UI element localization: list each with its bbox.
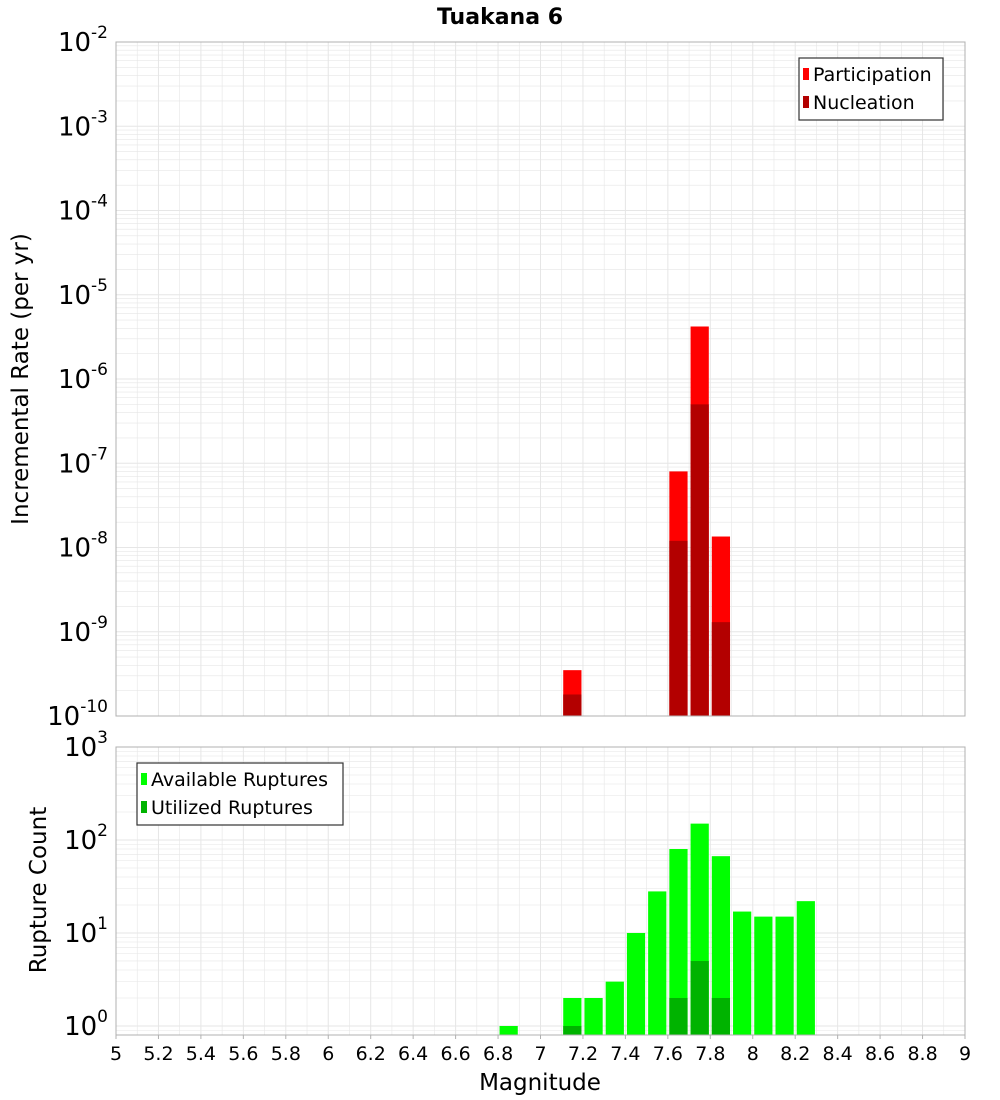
x-axis-label: Magnitude	[479, 1070, 601, 1096]
x-tick-label: 8.2	[780, 1043, 810, 1065]
bottom-y-tick-label: 102	[64, 821, 108, 856]
top-y-tick-label: 10-8	[58, 529, 108, 564]
top-plot-frame	[115, 41, 966, 717]
top-y-tick-label: 10-3	[58, 107, 108, 142]
top-series-1	[563, 404, 731, 716]
bottom-y-ticks: 100 101 102 103	[64, 728, 108, 1042]
bottom-bar-utilized	[690, 960, 709, 1035]
x-tick-label: 8	[747, 1043, 759, 1065]
top-bar-nucleation	[669, 540, 688, 716]
bottom-bar-utilized	[711, 997, 731, 1035]
x-tick-label: 6.4	[398, 1043, 428, 1065]
bottom-y-axis-label: Rupture Count	[26, 807, 52, 973]
bottom-legend: Available Ruptures Utilized Ruptures	[136, 762, 344, 826]
x-tick-label: 5	[110, 1043, 122, 1065]
top-legend-label: Participation	[813, 64, 932, 86]
bottom-legend-label: Utilized Ruptures	[151, 797, 313, 819]
x-tick-label: 8.4	[823, 1043, 853, 1065]
bottom-bar-available	[605, 981, 624, 1035]
top-y-ticks: 10-10 10-9 10-8 10-7 10-6 10-5 10-4 10-3 10-2	[47, 23, 108, 732]
x-tick-label: 7.6	[653, 1043, 683, 1065]
top-legend-label: Nucleation	[813, 92, 915, 114]
bottom-legend-label: Available Ruptures	[151, 769, 328, 791]
bottom-y-tick-label: 103	[64, 728, 108, 763]
x-tick-label: 6	[322, 1043, 334, 1065]
bottom-bar-utilized	[563, 1025, 582, 1035]
top-legend: Participation Nucleation	[798, 57, 944, 121]
top-legend-swatch	[803, 68, 809, 80]
bottom-bar-available	[733, 911, 752, 1035]
bottom-legend-swatch	[141, 773, 147, 785]
x-tick-label: 5.4	[186, 1043, 216, 1065]
bottom-bar-available	[669, 849, 688, 1035]
chart-title: Tuakana 6	[437, 5, 563, 30]
bottom-bar-available	[775, 916, 794, 1035]
x-tick-label: 8.8	[907, 1043, 937, 1065]
top-bar-nucleation	[563, 694, 582, 716]
x-tick-label: 6.2	[356, 1043, 386, 1065]
x-tick-label: 7	[534, 1043, 546, 1065]
top-y-axis-label: Incremental Rate (per yr)	[8, 233, 34, 525]
x-tick-label: 5.6	[228, 1043, 258, 1065]
x-ticks: 5 5.2 5.4 5.6 5.8 6 6.2 6.4 6.6 6.8 7 7.2 7.4 7.6 7.8 8…	[110, 1035, 971, 1065]
x-tick-label: 6.8	[483, 1043, 513, 1065]
top-bar-nucleation	[690, 404, 709, 716]
bottom-bar-available	[648, 891, 667, 1035]
bottom-bar-available	[626, 932, 646, 1035]
bottom-bar-available	[796, 901, 815, 1035]
bottom-legend-swatch	[141, 801, 147, 813]
top-y-tick-label: 10-2	[58, 23, 108, 58]
top-y-tick-label: 10-4	[58, 192, 108, 227]
bottom-legend-box	[136, 762, 344, 826]
bottom-bar-available	[499, 1025, 518, 1035]
bottom-series-1	[563, 960, 731, 1035]
x-tick-label: 5.8	[271, 1043, 301, 1065]
x-tick-label: 7.8	[695, 1043, 725, 1065]
top-y-tick-label: 10-9	[58, 613, 108, 648]
top-y-tick-label: 10-10	[47, 697, 108, 732]
bottom-y-tick-label: 101	[64, 914, 108, 949]
x-tick-label: 7.2	[568, 1043, 598, 1065]
top-bar-nucleation	[711, 622, 731, 716]
bottom-bar-utilized	[669, 997, 688, 1035]
bottom-bar-available	[563, 997, 582, 1035]
x-tick-label: 5.2	[143, 1043, 173, 1065]
x-tick-label: 8.6	[865, 1043, 895, 1065]
bottom-bar-available	[754, 916, 773, 1035]
top-legend-box	[798, 57, 944, 121]
top-gridlines	[115, 41, 966, 717]
top-y-tick-label: 10-7	[58, 444, 108, 479]
x-tick-label: 7.4	[610, 1043, 640, 1065]
top-plot: 10-10 10-9 10-8 10-7 10-6 10-5 10-4 10-3 10-2 Par…	[47, 23, 966, 732]
bottom-y-tick-label: 100	[64, 1007, 108, 1042]
top-y-tick-label: 10-5	[58, 276, 108, 311]
bottom-gridlines	[115, 746, 966, 1036]
bottom-series-0	[499, 823, 815, 1035]
top-legend-swatch	[803, 96, 809, 108]
bottom-bar-available	[584, 997, 603, 1035]
x-tick-label: 9	[959, 1043, 971, 1065]
bottom-bar-available	[711, 856, 731, 1035]
top-y-tick-label: 10-6	[58, 360, 108, 395]
x-tick-label: 6.6	[440, 1043, 470, 1065]
